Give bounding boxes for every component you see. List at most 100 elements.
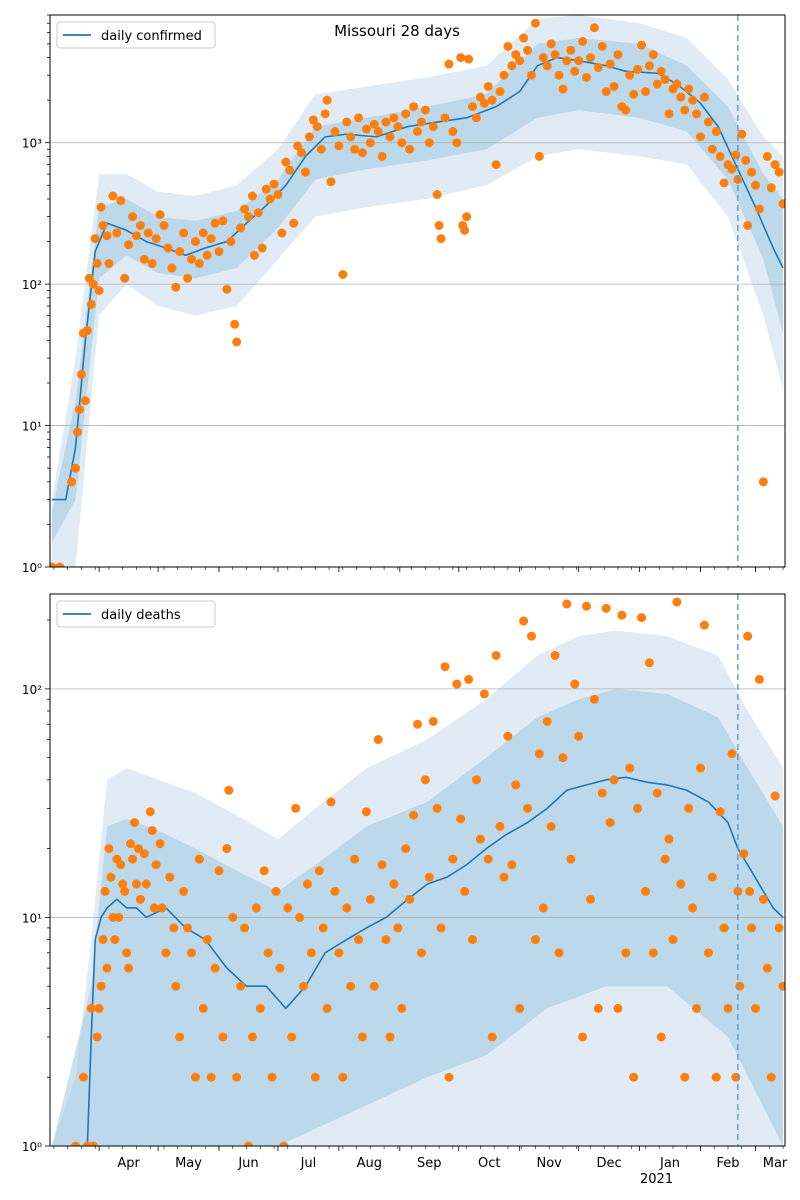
data-point [247, 1032, 257, 1042]
data-point [304, 132, 314, 142]
data-point [401, 109, 411, 119]
data-point [357, 148, 367, 158]
data-point [289, 218, 299, 228]
data-point [593, 63, 603, 73]
data-point [578, 1032, 588, 1042]
data-point [130, 818, 140, 828]
data-point [116, 196, 126, 206]
data-point [76, 369, 86, 379]
data-point [226, 237, 236, 247]
data-point [420, 105, 430, 115]
data-point [648, 50, 658, 60]
data-point [530, 18, 540, 28]
data-point [281, 157, 291, 167]
data-point [582, 601, 592, 611]
data-point [100, 886, 110, 896]
data-point [452, 679, 462, 689]
data-point [357, 1032, 367, 1042]
data-point [243, 212, 253, 222]
data-point [495, 821, 505, 831]
data-point [165, 872, 175, 882]
data-point [707, 144, 717, 154]
data-point [739, 849, 749, 859]
data-point [98, 220, 108, 230]
data-point [652, 788, 662, 798]
data-point [247, 191, 257, 201]
data-point [589, 23, 599, 33]
data-point [762, 151, 772, 161]
data-point [267, 1072, 277, 1082]
data-point [190, 1072, 200, 1082]
data-point [487, 95, 497, 105]
data-point [550, 50, 560, 60]
data-point [526, 631, 536, 641]
data-point [703, 948, 713, 958]
data-point [334, 948, 344, 958]
data-point [452, 138, 462, 148]
x-tick-label: Apr [117, 1156, 140, 1171]
x-tick-label: Jan [659, 1156, 680, 1171]
data-point [124, 963, 134, 973]
data-point [762, 963, 772, 973]
data-point [629, 1072, 639, 1082]
data-point [692, 109, 702, 119]
data-point [179, 886, 189, 896]
data-point [365, 138, 375, 148]
data-point [78, 1072, 88, 1082]
data-point [198, 228, 208, 238]
data-point [86, 1003, 96, 1013]
data-point [534, 749, 544, 759]
legend-label: daily deaths [101, 608, 181, 623]
data-point [499, 872, 509, 882]
data-point [389, 113, 399, 123]
data-point [601, 87, 611, 97]
y-tick-label: 10⁰ [22, 561, 42, 575]
data-point [499, 70, 509, 80]
data-point [326, 797, 336, 807]
data-point [145, 807, 155, 817]
data-point [554, 70, 564, 80]
data-point [141, 879, 151, 889]
data-point [597, 41, 607, 51]
data-point [507, 61, 517, 71]
data-point [637, 40, 647, 50]
data-point [214, 866, 224, 876]
data-point [758, 477, 768, 487]
data-point [326, 177, 336, 187]
data-point [218, 216, 228, 226]
axes-frame [49, 593, 786, 1147]
data-point [381, 935, 391, 945]
data-point [273, 190, 283, 200]
data-point [354, 113, 364, 123]
data-point [131, 879, 141, 889]
data-point [625, 763, 635, 773]
data-point [413, 127, 422, 137]
data-point [570, 679, 580, 689]
data-point [88, 1141, 98, 1146]
x-tick-label: Dec [597, 1156, 622, 1171]
data-point [727, 164, 737, 174]
data-point [778, 981, 785, 991]
data-point [269, 179, 279, 189]
data-point [660, 74, 670, 84]
data-point [468, 935, 478, 945]
data-point [133, 844, 143, 854]
data-point [171, 282, 181, 292]
data-point [695, 132, 705, 142]
data-point [297, 148, 307, 158]
data-point [228, 912, 238, 922]
data-point [236, 981, 246, 991]
data-point [265, 194, 275, 204]
data-point [613, 50, 623, 60]
data-point [483, 854, 493, 864]
data-point [96, 981, 106, 991]
data-point [71, 1141, 81, 1146]
data-point [566, 45, 576, 55]
data-point [249, 250, 259, 260]
data-point [183, 273, 193, 283]
confirmed-panel: 10⁰ 10¹ 10² 10³ daily confirmed [22, 14, 786, 575]
data-point [609, 81, 619, 91]
y-tick-label: 10⁰ [22, 1140, 42, 1154]
chart-title: Missouri 28 days [334, 22, 460, 40]
